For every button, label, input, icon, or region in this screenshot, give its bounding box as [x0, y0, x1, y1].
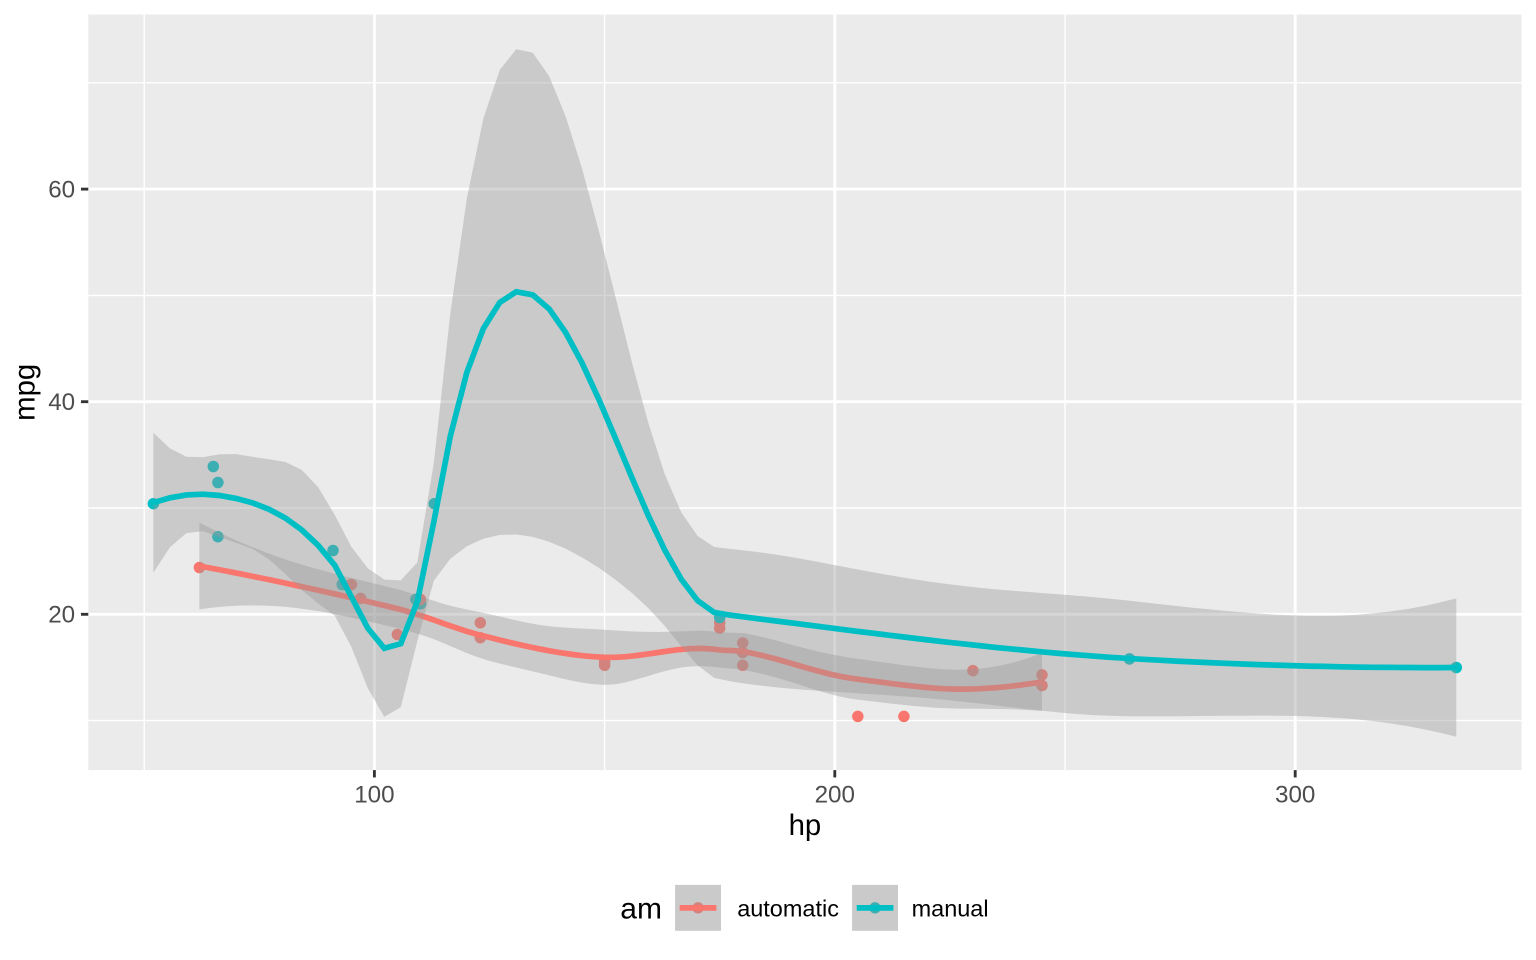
svg-text:200: 200 [815, 782, 855, 809]
svg-text:manual: manual [912, 896, 989, 922]
svg-text:hp: hp [789, 809, 822, 842]
svg-text:mpg: mpg [9, 364, 42, 421]
svg-text:100: 100 [354, 782, 394, 809]
svg-text:20: 20 [48, 602, 75, 629]
svg-text:automatic: automatic [737, 896, 839, 922]
svg-text:40: 40 [48, 389, 75, 416]
svg-text:60: 60 [48, 177, 75, 204]
svg-text:am: am [620, 892, 662, 925]
svg-text:300: 300 [1275, 782, 1315, 809]
